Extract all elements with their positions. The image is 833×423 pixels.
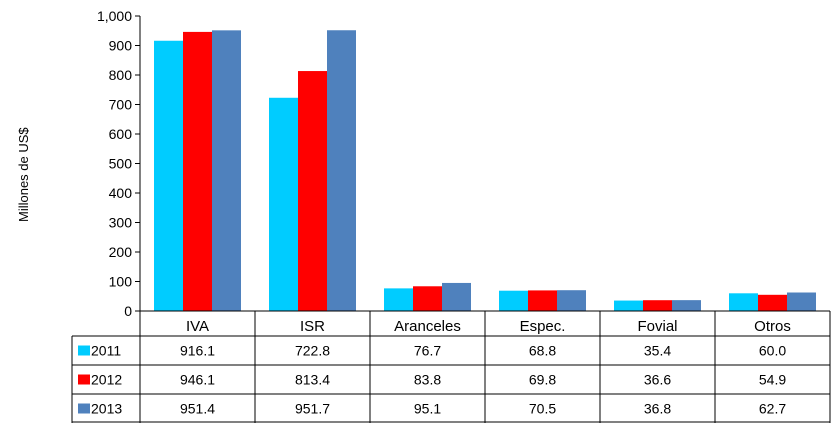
bar-2013-espec bbox=[557, 290, 586, 311]
bar-2011-espec bbox=[499, 290, 528, 311]
y-tick-label: 600 bbox=[109, 126, 133, 142]
table-value: 35.4 bbox=[644, 343, 671, 359]
table-value: 946.1 bbox=[180, 372, 215, 388]
bars bbox=[154, 30, 816, 312]
legend-key-2011 bbox=[78, 345, 90, 356]
bar-2011-iva bbox=[154, 40, 183, 312]
table-value: 60.0 bbox=[759, 343, 786, 359]
bar-2012-fovial bbox=[643, 300, 672, 311]
legend-label-2013: 2013 bbox=[91, 401, 122, 417]
bar-2011-fovial bbox=[614, 300, 643, 311]
category-label: Otros bbox=[754, 318, 791, 335]
table-value: 722.8 bbox=[295, 343, 330, 359]
bar-2011-otros bbox=[729, 293, 758, 311]
y-tick-label: 400 bbox=[109, 185, 133, 201]
legend-key-2012 bbox=[78, 374, 90, 385]
y-tick-label: 700 bbox=[109, 97, 133, 113]
y-tick-label: 1,000 bbox=[97, 8, 132, 24]
legend-key-2013 bbox=[78, 403, 90, 414]
table-value: 95.1 bbox=[414, 401, 441, 417]
y-tick-label: 200 bbox=[109, 244, 133, 260]
y-tick-label: 900 bbox=[109, 38, 133, 54]
bar-2012-iva bbox=[183, 31, 212, 311]
legend-label-2011: 2011 bbox=[91, 343, 121, 359]
legend-label-2012: 2012 bbox=[91, 372, 122, 388]
y-tick-label: 800 bbox=[109, 67, 133, 83]
y-tick-label: 0 bbox=[124, 303, 132, 319]
table-value: 83.8 bbox=[414, 372, 441, 388]
bar-2013-fovial bbox=[672, 300, 701, 311]
bar-2013-isr bbox=[327, 30, 356, 311]
category-label: Espec. bbox=[520, 318, 566, 335]
bar-2012-espec bbox=[528, 290, 557, 311]
table-value: 76.7 bbox=[414, 343, 441, 359]
y-tick-label: 100 bbox=[109, 274, 133, 290]
table-value: 951.7 bbox=[295, 401, 330, 417]
table-value: 69.8 bbox=[529, 372, 556, 388]
table-value: 916.1 bbox=[180, 343, 215, 359]
axes: 0 100 200 300 400 500 600 700 800 900 1,000 bbox=[97, 8, 141, 319]
table-value: 36.6 bbox=[644, 372, 671, 388]
y-tick-label: 300 bbox=[109, 215, 133, 231]
table-value: 68.8 bbox=[529, 343, 556, 359]
table-value: 813.4 bbox=[295, 372, 330, 388]
bar-2012-otros bbox=[758, 294, 787, 311]
table-value: 951.4 bbox=[180, 401, 215, 417]
bar-2013-aranceles bbox=[442, 282, 471, 311]
bar-2011-isr bbox=[269, 97, 298, 311]
table-value: 62.7 bbox=[759, 401, 786, 417]
table-value: 36.8 bbox=[644, 401, 671, 417]
bar-2012-aranceles bbox=[413, 286, 442, 311]
category-label: Aranceles bbox=[394, 318, 461, 335]
category-label: Fovial bbox=[637, 318, 677, 335]
y-tick-label: 500 bbox=[109, 156, 133, 172]
bar-2013-otros bbox=[787, 292, 816, 311]
bar-2013-iva bbox=[212, 30, 241, 311]
bar-2012-isr bbox=[298, 71, 327, 311]
data-table: IVA ISR Aranceles Espec. Fovial Otros 2011 916.… bbox=[71, 310, 831, 423]
table-value: 70.5 bbox=[529, 401, 556, 417]
category-label: IVA bbox=[186, 318, 209, 335]
category-label: ISR bbox=[300, 318, 325, 335]
table-value: 54.9 bbox=[759, 372, 786, 388]
bar-2011-aranceles bbox=[384, 288, 413, 311]
